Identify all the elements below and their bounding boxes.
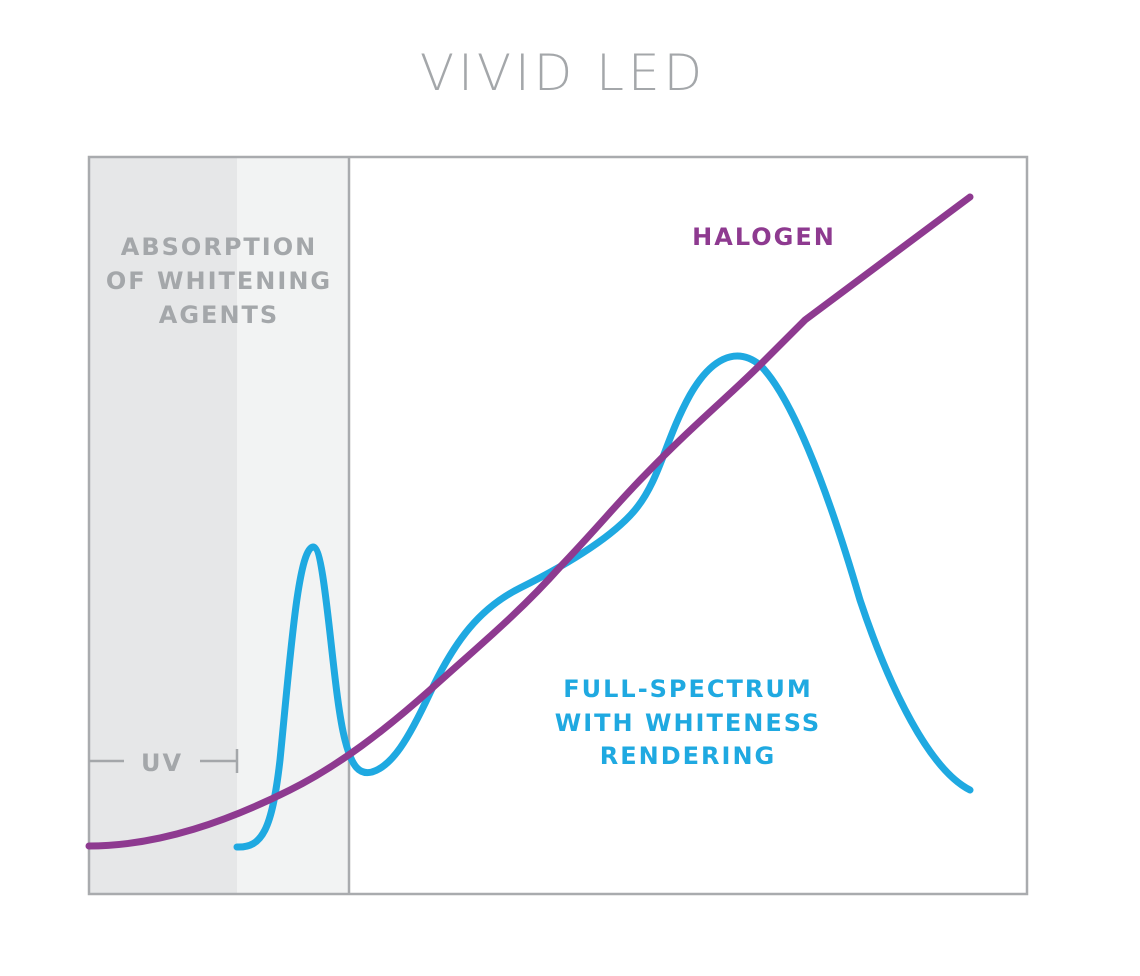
label-line: RENDERING	[600, 742, 776, 770]
label-line: FULL-SPECTRUM	[563, 675, 813, 703]
halogen-label: HALOGEN	[692, 223, 836, 251]
shade-dark	[89, 157, 237, 894]
absorption-label: ABSORPTION OF WHITENING AGENTS	[106, 233, 332, 329]
shade-light	[237, 157, 349, 894]
label-line: WITH WHITENESS	[555, 709, 821, 737]
uv-bracket	[89, 749, 239, 773]
title: VIVID LED	[420, 44, 706, 102]
full-spectrum-label: FULL-SPECTRUM WITH WHITENESS RENDERING	[555, 675, 821, 770]
label-line: OF WHITENING	[106, 267, 332, 295]
label-line: ABSORPTION	[121, 233, 317, 261]
frame	[87, 155, 1029, 896]
halogen-curve	[85, 193, 974, 850]
uv-label: UV	[141, 749, 183, 777]
label-line: AGENTS	[159, 301, 279, 329]
full-spectrum-curve	[233, 352, 974, 851]
